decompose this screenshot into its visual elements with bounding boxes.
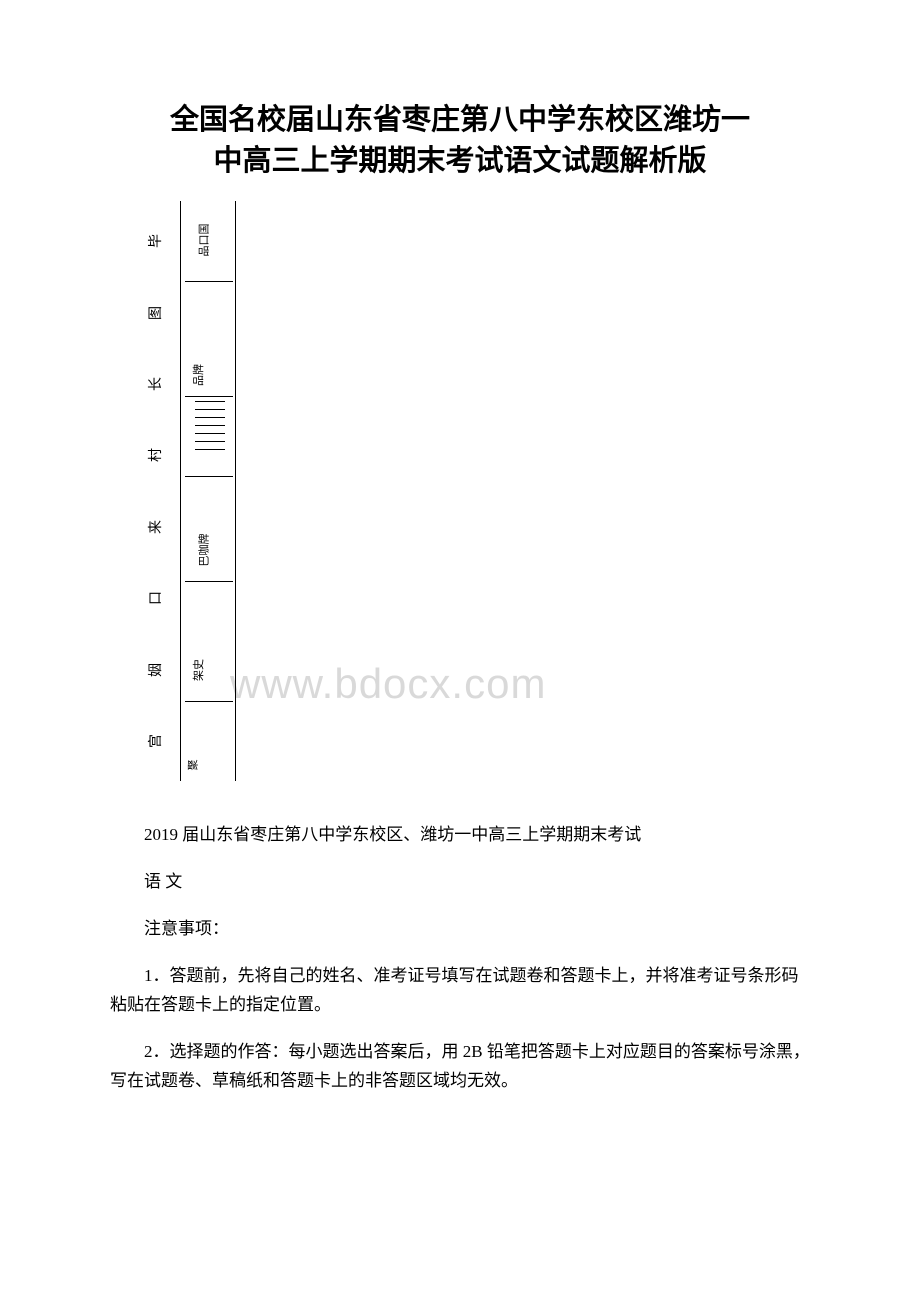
p1-text: 2019 届山东省枣庄第八中学东校区、潍坊一中高三上学期期末考试 xyxy=(144,825,641,844)
form-grid-lines xyxy=(195,401,225,457)
grid-line xyxy=(195,401,225,402)
form-border-left xyxy=(180,201,181,781)
paragraph-notice-header: 注意事项： xyxy=(110,915,810,944)
form-label-1: 品口国 xyxy=(196,224,212,257)
title-line-2: 中高三上学期期末考试语文试题解析版 xyxy=(213,145,706,177)
grid-line xyxy=(195,441,225,442)
grid-line xyxy=(195,409,225,410)
form-divider-2 xyxy=(185,396,233,397)
grid-line xyxy=(195,449,225,450)
side-char-8: 宫 xyxy=(145,734,165,748)
side-char-1: 毕 xyxy=(145,234,165,248)
document-title: 全国名校届山东省枣庄第八中学东校区潍坊一 中高三上学期期末考试语文试题解析版 xyxy=(110,100,810,181)
grid-line xyxy=(195,433,225,434)
form-divider-5 xyxy=(185,701,233,702)
grid-line xyxy=(195,417,225,418)
document-body: 2019 届山东省枣庄第八中学东校区、潍坊一中高三上学期期末考试 语 文 注意事… xyxy=(110,821,810,1095)
form-field-3: 巴咖牌 xyxy=(195,541,245,559)
form-field-2: 品牌 xyxy=(195,366,245,384)
side-char-5: 来 xyxy=(145,520,165,534)
form-border-right xyxy=(235,201,236,781)
form-label-2: 品牌 xyxy=(190,364,206,386)
side-char-7: 姻 xyxy=(145,663,165,677)
paragraph-subject: 语 文 xyxy=(110,868,810,897)
form-field-4: 架史 xyxy=(195,661,245,679)
form-field-5: 聚 xyxy=(195,756,245,774)
form-divider-1 xyxy=(185,281,233,282)
exam-form-stub: 毕 图 长 村 来 口 姻 宫 品口国 品牌 巴咖牌 架史 聚 xyxy=(140,201,810,801)
form-label-3: 巴咖牌 xyxy=(196,534,212,567)
side-char-6: 口 xyxy=(145,591,165,605)
form-label-5: 聚 xyxy=(185,760,201,771)
paragraph-instruction-1: 1．答题前，先将自己的姓名、准考证号填写在试题卷和答题卡上，并将准考证号条形码粘… xyxy=(110,962,810,1020)
form-divider-3 xyxy=(185,476,233,477)
form-label-4: 架史 xyxy=(190,659,206,681)
grid-line xyxy=(195,425,225,426)
vertical-labels: 毕 图 长 村 来 口 姻 宫 xyxy=(140,201,170,781)
paragraph-instruction-2: 2．选择题的作答：每小题选出答案后，用 2B 铅笔把答题卡上对应题目的答案标号涂… xyxy=(110,1038,810,1096)
side-char-3: 长 xyxy=(145,377,165,391)
paragraph-subtitle: 2019 届山东省枣庄第八中学东校区、潍坊一中高三上学期期末考试 xyxy=(110,821,810,850)
side-char-4: 村 xyxy=(145,448,165,462)
title-line-1: 全国名校届山东省枣庄第八中学东校区潍坊一 xyxy=(170,104,750,136)
form-field-1: 品口国 xyxy=(195,231,245,249)
form-divider-4 xyxy=(185,581,233,582)
side-char-2: 图 xyxy=(145,306,165,320)
